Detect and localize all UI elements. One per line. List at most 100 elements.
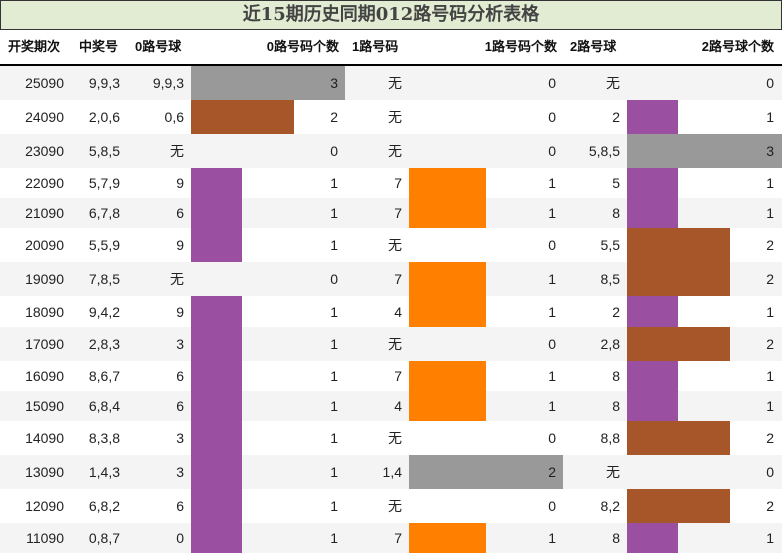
cell-r0-count: 1 — [330, 498, 338, 514]
cell-r0-count: 1 — [330, 430, 338, 446]
r2-count-bar — [627, 198, 678, 228]
table-row: 15090 6,8,4 6 1 4 1 8 1 — [0, 391, 782, 421]
cell-r1-balls: 无 — [388, 75, 402, 91]
cell-r0-balls: 6 — [176, 498, 184, 514]
cell-r0-balls: 0,6 — [164, 109, 184, 125]
header-r0-balls: 0路号球 — [135, 39, 182, 54]
cell-r2-balls: 5,5 — [600, 237, 620, 253]
cell-r0-count: 1 — [330, 464, 338, 480]
r1-count-bar — [409, 361, 486, 391]
r0-count-bar — [191, 296, 242, 327]
cell-r0-balls: 6 — [176, 368, 184, 384]
cell-period: 13090 — [25, 464, 64, 480]
r1-count-bar — [409, 455, 563, 489]
cell-r0-balls: 3 — [176, 464, 184, 480]
cell-period: 20090 — [25, 237, 64, 253]
cell-r1-balls: 7 — [394, 205, 402, 221]
table-row: 23090 5,8,5 无 0 无 0 5,8,5 3 — [0, 134, 782, 168]
r1-count-bar — [409, 523, 486, 553]
r1-count-bar — [409, 168, 486, 198]
table-row: 14090 8,3,8 3 1 无 0 8,8 2 — [0, 421, 782, 455]
cell-r2-balls: 8,2 — [600, 498, 620, 514]
r2-count-bar — [627, 391, 678, 421]
r2-count-bar — [627, 296, 678, 327]
cell-r0-balls: 无 — [170, 271, 184, 287]
cell-winning: 8,3,8 — [88, 430, 120, 446]
cell-r0-balls: 无 — [170, 143, 184, 159]
cell-r0-count: 1 — [330, 398, 338, 414]
cell-period: 22090 — [25, 175, 64, 191]
cell-period: 21090 — [25, 205, 64, 221]
cell-winning: 1,4,3 — [88, 464, 120, 480]
r0-count-bar — [191, 100, 294, 134]
cell-r1-count: 0 — [548, 336, 556, 352]
cell-r2-balls: 8,5 — [600, 271, 620, 287]
cell-r1-balls: 7 — [394, 175, 402, 191]
table-row: 12090 6,8,2 6 1 无 0 8,2 2 — [0, 489, 782, 523]
cell-winning: 6,8,2 — [88, 498, 120, 514]
r2-count-bar — [627, 523, 678, 553]
cell-r1-balls: 无 — [388, 237, 402, 253]
table-row: 21090 6,7,8 6 1 7 1 8 1 — [0, 198, 782, 228]
r0-count-bar — [191, 523, 242, 553]
cell-r1-count: 0 — [548, 109, 556, 125]
cell-r2-count: 1 — [766, 530, 774, 546]
table-title: 近15期历史同期012路号码分析表格 — [0, 0, 782, 30]
cell-r2-balls: 8 — [612, 530, 620, 546]
r0-count-bar — [191, 421, 242, 455]
r0-count-bar — [191, 489, 242, 523]
r1-count-bar — [409, 391, 486, 421]
r0-count-bar — [191, 361, 242, 391]
cell-period: 25090 — [25, 75, 64, 91]
cell-r0-balls: 9 — [176, 303, 184, 320]
r2-count-bar — [627, 327, 730, 361]
table-row: 24090 2,0,6 0,6 2 无 0 2 1 — [0, 100, 782, 134]
cell-r1-balls: 7 — [394, 271, 402, 287]
header-r2-count: 2路号球个数 — [701, 39, 774, 54]
cell-r0-balls: 3 — [176, 336, 184, 352]
cell-r1-balls: 无 — [388, 336, 402, 352]
r1-count-bar — [409, 296, 486, 327]
cell-r0-balls: 0 — [176, 530, 184, 546]
cell-r2-balls: 8 — [612, 205, 620, 221]
cell-r1-balls: 无 — [388, 109, 402, 125]
header-r2-balls: 2路号球 — [570, 39, 617, 54]
cell-r1-count: 1 — [548, 530, 556, 546]
cell-r0-balls: 6 — [176, 205, 184, 221]
cell-r2-balls: 5,8,5 — [588, 143, 620, 159]
cell-r1-count: 0 — [548, 143, 556, 159]
cell-r0-balls: 3 — [176, 430, 184, 446]
cell-r2-count: 1 — [766, 205, 774, 221]
cell-r1-count: 1 — [548, 398, 556, 414]
cell-r1-count: 0 — [548, 430, 556, 446]
cell-r2-count: 0 — [766, 464, 774, 480]
r0-count-bar — [191, 168, 242, 198]
r1-count-bar — [409, 198, 486, 228]
cell-period: 19090 — [25, 271, 64, 287]
cell-winning: 9,4,2 — [88, 303, 120, 320]
r0-count-bar — [191, 391, 242, 421]
cell-r0-count: 0 — [330, 143, 338, 159]
cell-period: 12090 — [25, 498, 64, 514]
cell-r0-count: 1 — [330, 336, 338, 352]
table-row: 16090 8,6,7 6 1 7 1 8 1 — [0, 361, 782, 391]
cell-r0-count: 1 — [330, 175, 338, 191]
table-row: 25090 9,9,3 9,9,3 3 无 0 无 0 — [0, 66, 782, 100]
cell-r0-count: 1 — [330, 303, 338, 320]
cell-r2-count: 2 — [766, 498, 774, 514]
r0-count-bar — [191, 198, 242, 228]
cell-winning: 6,8,4 — [88, 398, 120, 414]
cell-r2-count: 1 — [766, 109, 774, 125]
cell-r0-balls: 9 — [176, 237, 184, 253]
cell-r0-count: 1 — [330, 237, 338, 253]
header-r1-count: 1路号码个数 — [484, 39, 557, 54]
cell-winning: 5,8,5 — [88, 143, 120, 159]
cell-r0-count: 3 — [330, 75, 338, 91]
cell-period: 15090 — [25, 398, 64, 414]
r2-count-bar — [627, 100, 678, 134]
cell-r0-balls: 6 — [176, 398, 184, 414]
cell-r1-count: 0 — [548, 75, 556, 91]
cell-period: 23090 — [25, 143, 64, 159]
cell-r1-count: 0 — [548, 237, 556, 253]
r0-count-bar — [191, 327, 242, 361]
